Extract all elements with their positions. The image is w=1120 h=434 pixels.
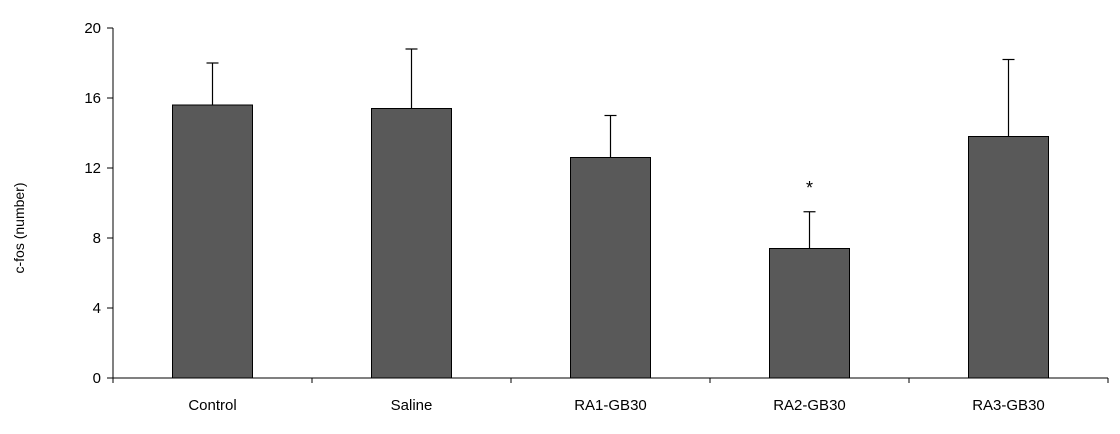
y-axis-title: c-fos (number) <box>11 182 27 273</box>
bar <box>371 108 452 379</box>
x-tick-label: RA2-GB30 <box>773 397 846 414</box>
y-tick-label: 4 <box>93 300 101 317</box>
y-tick-label: 16 <box>84 90 101 107</box>
bar <box>570 157 651 379</box>
significance-marker: * <box>806 178 813 198</box>
plot-area: 0 4 8 12 16 20 Control Saline RA1-GB30 RA2-GB30 RA… <box>84 20 1109 414</box>
y-tick-label: 8 <box>93 230 101 247</box>
y-tick-label: 12 <box>84 160 101 177</box>
y-tick-label: 20 <box>84 20 101 37</box>
bar <box>172 104 253 379</box>
x-tick-label: Control <box>188 397 236 414</box>
x-tick-label: RA1-GB30 <box>574 397 647 414</box>
bar <box>968 136 1049 379</box>
x-tick-label: Saline <box>391 397 433 414</box>
bar <box>769 248 850 379</box>
y-tick-label: 0 <box>93 370 101 387</box>
x-tick-label: RA3-GB30 <box>972 397 1045 414</box>
